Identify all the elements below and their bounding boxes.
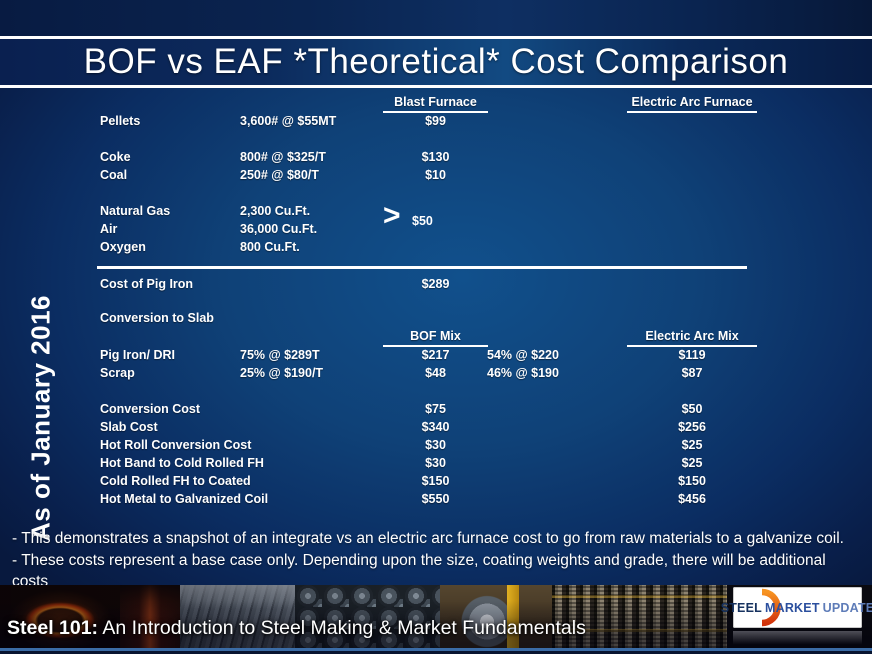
row-label: Hot Roll Conversion Cost — [100, 438, 252, 452]
electric-arc-mix-header: Electric Arc Mix — [627, 329, 757, 347]
greater-than-brace: > — [383, 199, 401, 232]
logo-word-steel: STEEL — [720, 600, 762, 615]
title-bottom-rule — [0, 85, 872, 88]
row-label: Cold Rolled FH to Coated — [100, 474, 251, 488]
table-row-slab-cost: Slab Cost $340 $256 — [0, 420, 872, 438]
row-label: Natural Gas — [100, 204, 171, 218]
row-quantity: 75% @ $289T — [240, 348, 320, 362]
bf-value: $550 — [421, 492, 450, 506]
page-title: BOF vs EAF *Theoretical* Cost Comparison — [83, 42, 789, 81]
logo-reflection — [733, 631, 862, 647]
top-band — [0, 0, 872, 36]
bf-value: $150 — [421, 474, 450, 488]
row-label: Oxygen — [100, 240, 146, 254]
bf-value: $30 — [425, 456, 446, 470]
row-label: Conversion to Slab — [100, 311, 214, 325]
eaf-value: $256 — [678, 420, 706, 434]
furnace-header-row: Blast Furnace Electric Arc Furnace — [0, 95, 872, 113]
table-row-hot-metal: Hot Metal to Galvanized Coil $550 $456 — [0, 492, 872, 510]
orange-crescent-icon — [761, 588, 781, 627]
table-row-cold-rolled: Cold Rolled FH to Coated $150 $150 — [0, 474, 872, 492]
row-quantity: 250# @ $80/T — [240, 168, 319, 182]
course-caption: Steel 101: An Introduction to Steel Maki… — [7, 617, 586, 640]
eaf-quantity: 54% @ $220 — [487, 348, 559, 362]
bf-value: $99 — [425, 114, 446, 128]
section-divider-rule — [97, 266, 747, 269]
eaf-value: $456 — [678, 492, 706, 506]
table-row-conversion-to-slab: Conversion to Slab — [0, 311, 872, 329]
eaf-value: $150 — [678, 474, 706, 488]
footnote-line-1: - This demonstrates a snapshot of an int… — [12, 530, 844, 547]
course-caption-bold: Steel 101: — [7, 617, 99, 639]
gas-group-bf-value: $50 — [412, 214, 433, 228]
table-row-coal: Coal 250# @ $80/T $10 — [0, 168, 872, 186]
logo-word-market: MARKET — [764, 600, 820, 615]
bf-value: $75 — [425, 402, 446, 416]
table-row-scrap: Scrap 25% @ $190/T $48 46% @ $190 $87 — [0, 366, 872, 384]
bf-value: $217 — [421, 348, 450, 362]
table-row-natural-gas: Natural Gas 2,300 Cu.Ft. — [0, 204, 872, 222]
title-band: BOF vs EAF *Theoretical* Cost Comparison — [0, 39, 872, 85]
blast-furnace-header: Blast Furnace — [383, 95, 488, 113]
photo-strip — [0, 585, 872, 648]
bf-value: $130 — [421, 150, 450, 164]
eaf-value: $25 — [681, 456, 703, 470]
row-label: Conversion Cost — [100, 402, 201, 416]
table-row-pellets: Pellets 3,600# @ $55MT $99 — [0, 114, 872, 132]
table-row-hot-roll: Hot Roll Conversion Cost $30 $25 — [0, 438, 872, 456]
table-row-coke: Coke 800# @ $325/T $130 — [0, 150, 872, 168]
row-label: Hot Metal to Galvanized Coil — [100, 492, 269, 506]
row-quantity: 800 Cu.Ft. — [240, 240, 300, 254]
row-label: Pellets — [100, 114, 141, 128]
row-label: Air — [100, 222, 118, 236]
row-label: Coal — [100, 168, 128, 182]
table-row-hot-band: Hot Band to Cold Rolled FH $30 $25 — [0, 456, 872, 474]
eaf-value: $25 — [681, 438, 703, 452]
row-label: Scrap — [100, 366, 135, 380]
row-quantity: 2,300 Cu.Ft. — [240, 204, 311, 218]
cost-table-area: As of January 2016 Blast Furnace Electri… — [0, 88, 872, 590]
eaf-value: $119 — [678, 348, 706, 362]
eaf-value: $87 — [681, 366, 703, 380]
course-caption-rest: An Introduction to Steel Making & Market… — [98, 617, 586, 639]
bf-value: $10 — [425, 168, 446, 182]
bf-value: $289 — [421, 277, 450, 291]
row-label: Hot Band to Cold Rolled FH — [100, 456, 264, 470]
logo-word-update: UPDATE — [822, 600, 872, 615]
row-label: Cost of Pig Iron — [100, 277, 194, 291]
eaf-quantity: 46% @ $190 — [487, 366, 559, 380]
mix-header-row: BOF Mix Electric Arc Mix — [0, 329, 872, 347]
title-top-rule — [0, 36, 872, 39]
footnotes: - This demonstrates a snapshot of an int… — [12, 528, 864, 593]
eaf-value: $50 — [681, 402, 703, 416]
bottom-edge — [0, 651, 872, 654]
bf-value: $30 — [425, 438, 446, 452]
electric-arc-furnace-header: Electric Arc Furnace — [627, 95, 757, 113]
bottom-accent-line — [0, 648, 872, 651]
bf-value: $48 — [425, 366, 446, 380]
table-row-pig-iron-cost: Cost of Pig Iron $289 — [0, 277, 872, 295]
row-quantity: 36,000 Cu.Ft. — [240, 222, 318, 236]
table-row-air: Air 36,000 Cu.Ft. — [0, 222, 872, 240]
row-quantity: 25% @ $190/T — [240, 366, 324, 380]
row-quantity: 3,600# @ $55MT — [240, 114, 337, 128]
bof-mix-header: BOF Mix — [383, 329, 488, 347]
row-quantity: 800# @ $325/T — [240, 150, 326, 164]
row-label: Slab Cost — [100, 420, 158, 434]
logo-wordmark: STEEL MARKET UPDATE — [721, 587, 872, 628]
table-row-oxygen: Oxygen 800 Cu.Ft. — [0, 240, 872, 258]
table-row-pig-iron-dri: Pig Iron/ DRI 75% @ $289T $217 54% @ $22… — [0, 348, 872, 366]
bf-value: $340 — [421, 420, 450, 434]
table-row-conversion-cost: Conversion Cost $75 $50 — [0, 402, 872, 420]
steel-market-update-logo: STEEL MARKET UPDATE — [721, 587, 872, 628]
row-label: Coke — [100, 150, 131, 164]
row-label: Pig Iron/ DRI — [100, 348, 175, 362]
